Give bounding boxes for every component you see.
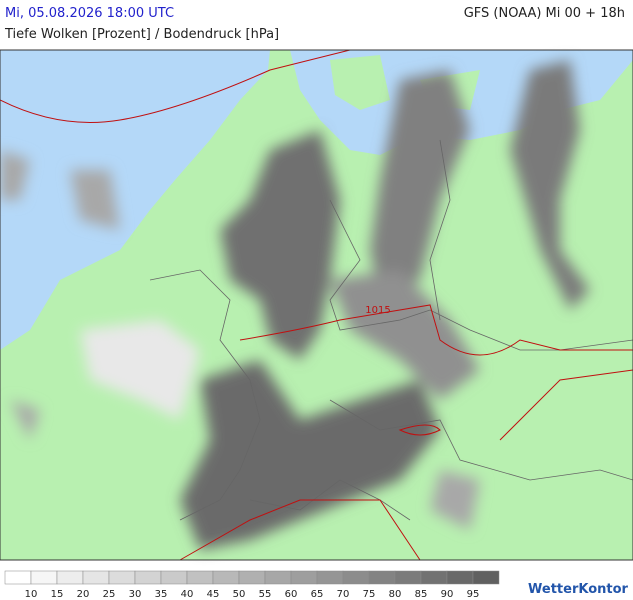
legend-swatch xyxy=(264,570,292,585)
legend-label: 15 xyxy=(51,589,64,600)
legend-swatch xyxy=(446,570,474,585)
legend-swatch xyxy=(316,570,344,585)
legend-label: 40 xyxy=(181,589,194,600)
legend-swatch xyxy=(394,570,422,585)
legend-label: 10 xyxy=(25,589,38,600)
datetime: Mi, 05.08.2026 18:00 UTC xyxy=(5,6,175,21)
legend-swatch xyxy=(342,570,370,585)
legend-label: 90 xyxy=(441,589,454,600)
legend: 10 15 20 25 30 35 40 45 50 55 60 65 70 75 80 85 90 95 xyxy=(4,570,500,600)
legend-swatch xyxy=(420,570,448,585)
legend-label: 60 xyxy=(285,589,298,600)
model-run: GFS (NOAA) Mi 00 + 18h xyxy=(463,6,625,21)
legend-swatch xyxy=(30,570,58,585)
legend-label: 35 xyxy=(155,589,168,600)
legend-label: 70 xyxy=(337,589,350,600)
legend-label: 85 xyxy=(415,589,428,600)
legend-swatch xyxy=(186,570,214,585)
north-sea xyxy=(0,50,270,350)
legend-swatch xyxy=(4,570,32,585)
legend-label: 65 xyxy=(311,589,324,600)
legend-label: 95 xyxy=(467,589,480,600)
legend-swatch xyxy=(212,570,240,585)
legend-label: 30 xyxy=(129,589,142,600)
map-frame xyxy=(0,49,633,561)
legend-swatch xyxy=(82,570,110,585)
legend-swatch xyxy=(472,570,500,585)
legend-label: 75 xyxy=(363,589,376,600)
logo: WetterKontor xyxy=(528,582,629,597)
legend-swatch xyxy=(56,570,84,585)
map-title: Tiefe Wolken [Prozent] / Bodendruck [hPa… xyxy=(5,27,280,42)
legend-label: 50 xyxy=(233,589,246,600)
legend-swatch xyxy=(134,570,162,585)
legend-label: 45 xyxy=(207,589,220,600)
legend-swatch xyxy=(238,570,266,585)
legend-swatch xyxy=(160,570,188,585)
legend-swatch xyxy=(290,570,318,585)
legend-label: 25 xyxy=(103,589,116,600)
legend-label: 80 xyxy=(389,589,402,600)
isobar-label: 1015 xyxy=(365,305,390,316)
legend-label: 20 xyxy=(77,589,90,600)
legend-label: 55 xyxy=(259,589,272,600)
legend-swatch xyxy=(368,570,396,585)
clouds xyxy=(0,60,590,550)
isobars xyxy=(0,49,633,561)
map: 1015 xyxy=(0,49,633,561)
legend-swatch xyxy=(108,570,136,585)
